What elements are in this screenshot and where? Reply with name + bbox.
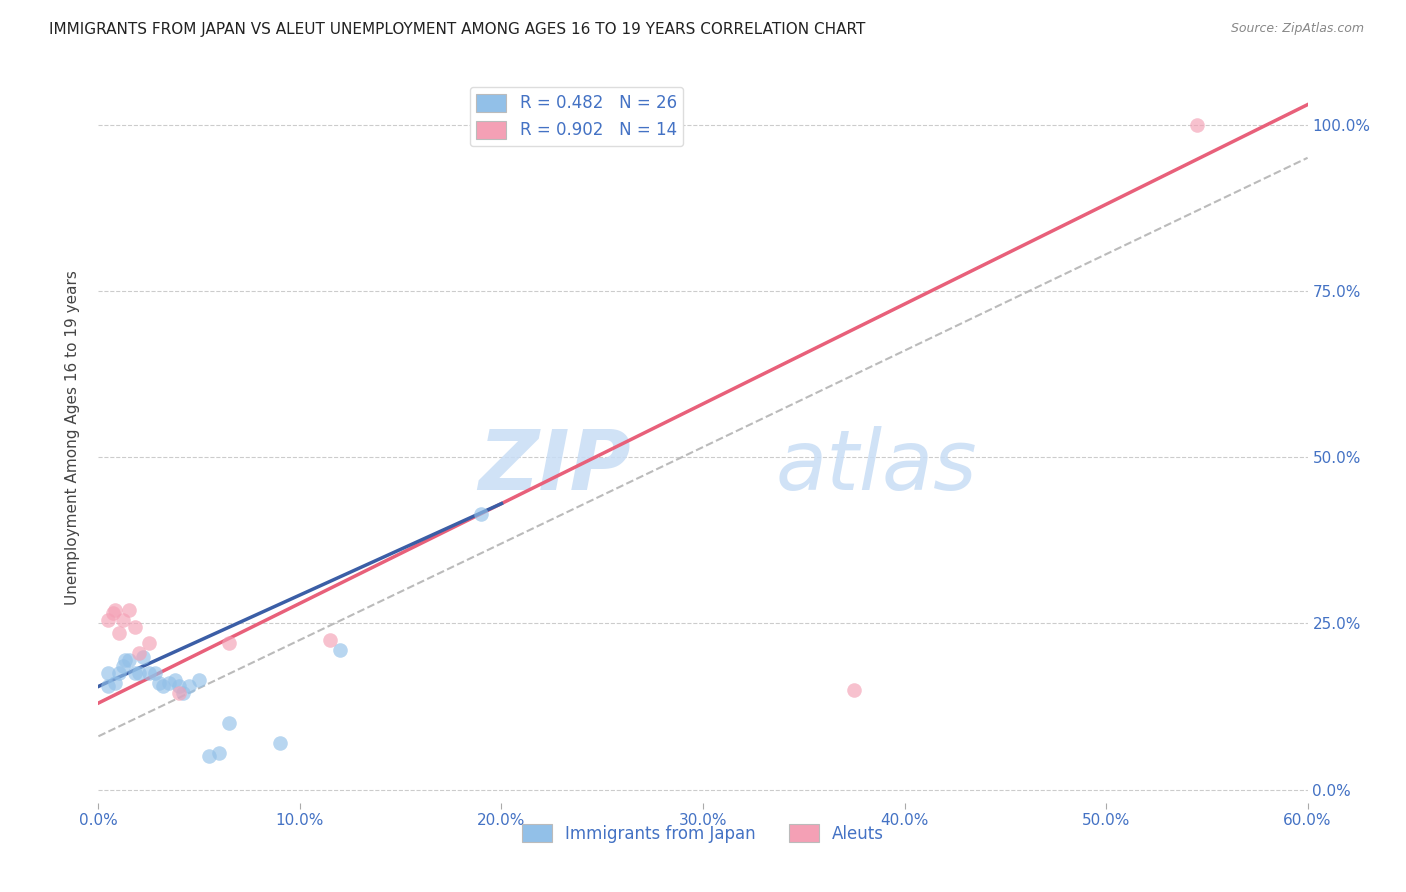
Point	[319, 632, 342, 647]
Point	[103, 603, 125, 617]
Point	[329, 643, 352, 657]
Text: IMMIGRANTS FROM JAPAN VS ALEUT UNEMPLOYMENT AMONG AGES 16 TO 19 YEARS CORRELATIO: IMMIGRANTS FROM JAPAN VS ALEUT UNEMPLOYM…	[49, 22, 866, 37]
Point	[152, 680, 174, 694]
Point	[111, 659, 134, 673]
Point	[844, 682, 866, 697]
Point	[138, 666, 160, 681]
Point	[172, 686, 194, 700]
Point	[103, 676, 125, 690]
Point	[218, 636, 240, 650]
Point	[198, 749, 221, 764]
Point	[208, 746, 231, 760]
Point	[128, 646, 150, 660]
Point	[114, 653, 136, 667]
Point	[157, 676, 180, 690]
Point	[97, 666, 120, 681]
Point	[143, 666, 166, 681]
Y-axis label: Unemployment Among Ages 16 to 19 years: Unemployment Among Ages 16 to 19 years	[65, 269, 80, 605]
Point	[128, 666, 150, 681]
Point	[107, 666, 129, 681]
Point	[124, 666, 146, 681]
Point	[132, 649, 155, 664]
Point	[118, 653, 141, 667]
Point	[470, 507, 492, 521]
Point	[124, 619, 146, 633]
Point	[97, 613, 120, 627]
Point	[97, 680, 120, 694]
Point	[107, 626, 129, 640]
Point	[138, 636, 160, 650]
Point	[218, 716, 240, 731]
Legend: Immigrants from Japan, Aleuts: Immigrants from Japan, Aleuts	[515, 817, 891, 849]
Point	[179, 680, 201, 694]
Point	[167, 680, 190, 694]
Point	[148, 676, 170, 690]
Point	[188, 673, 211, 687]
Point	[1185, 118, 1208, 132]
Point	[163, 673, 186, 687]
Point	[167, 686, 190, 700]
Point	[111, 613, 134, 627]
Point	[118, 603, 141, 617]
Text: ZIP: ZIP	[478, 425, 630, 507]
Text: atlas: atlas	[776, 425, 977, 507]
Point	[101, 607, 124, 621]
Point	[269, 736, 291, 750]
Text: Source: ZipAtlas.com: Source: ZipAtlas.com	[1230, 22, 1364, 36]
